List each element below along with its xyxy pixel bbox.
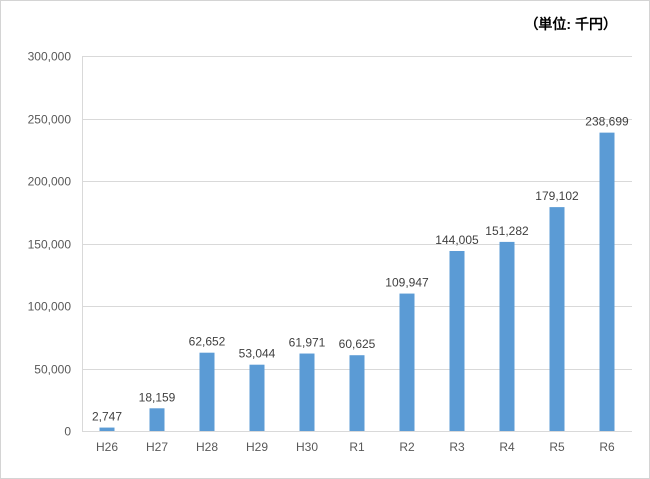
data-label: 18,159	[139, 390, 176, 404]
x-tick-label: H28	[196, 440, 218, 454]
y-axis-tick-labels: 0 50,000 100,000 150,000 200,000 250,000 300,0…	[28, 50, 72, 439]
bar-H27	[149, 408, 165, 431]
x-tick-label: H30	[296, 440, 318, 454]
bar-R3	[449, 250, 465, 431]
bar-H30	[299, 353, 315, 431]
unit-label: （単位: 千円）	[524, 16, 617, 32]
data-labels: 2,747 18,159 62,652 53,044 61,971 60,625 109,9…	[92, 115, 629, 424]
y-tick-label: 0	[64, 425, 71, 439]
bar-R5	[549, 207, 565, 431]
y-tick-label: 250,000	[28, 113, 72, 127]
x-tick-label: R3	[449, 440, 465, 454]
x-tick-label: H26	[96, 440, 118, 454]
y-tick-label: 300,000	[28, 50, 72, 64]
data-label: 2,747	[92, 410, 122, 424]
y-tick-label: 100,000	[28, 300, 72, 314]
bar-R2	[399, 293, 415, 431]
bar-H28	[199, 352, 215, 431]
data-label: 62,652	[189, 335, 226, 349]
x-tick-label: R6	[599, 440, 615, 454]
bar-R6	[599, 132, 615, 431]
data-label: 61,971	[289, 336, 326, 350]
bar-R4	[499, 241, 515, 431]
x-tick-label: R1	[349, 440, 365, 454]
x-axis-tick-labels: H26 H27 H28 H29 H30 R1 R2 R3 R4 R5 R6	[96, 440, 615, 454]
y-tick-label: 50,000	[34, 363, 71, 377]
bar-R1	[349, 355, 365, 431]
y-tick-label: 150,000	[28, 238, 72, 252]
data-label: 179,102	[535, 189, 579, 203]
x-tick-label: R5	[549, 440, 565, 454]
data-label: 60,625	[339, 337, 376, 351]
x-tick-label: H27	[146, 440, 168, 454]
data-label: 151,282	[485, 224, 529, 238]
data-label: 238,699	[585, 115, 629, 129]
data-label: 109,947	[385, 276, 429, 290]
bar-H29	[249, 364, 265, 431]
x-tick-label: H29	[246, 440, 268, 454]
bars	[99, 132, 615, 431]
x-tick-label: R2	[399, 440, 415, 454]
x-tick-label: R4	[499, 440, 515, 454]
bar-H26	[99, 427, 115, 431]
y-tick-label: 200,000	[28, 175, 72, 189]
data-label: 144,005	[435, 233, 479, 247]
data-label: 53,044	[239, 347, 276, 361]
